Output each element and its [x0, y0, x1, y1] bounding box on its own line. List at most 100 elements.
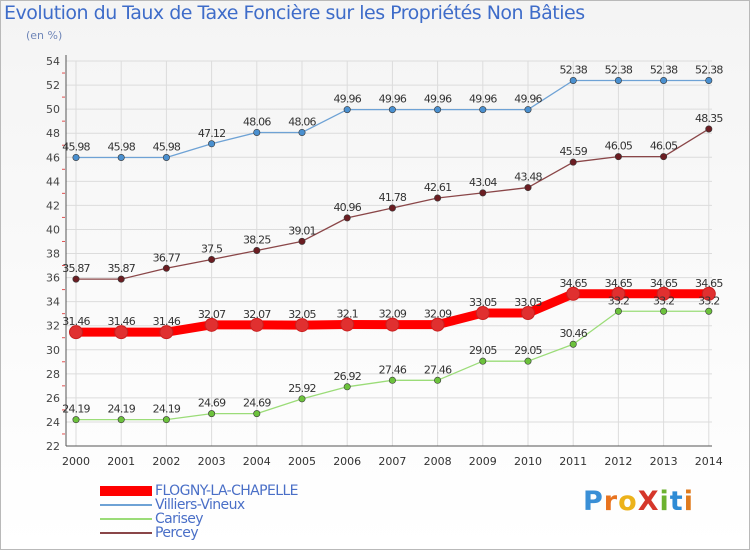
data-point — [611, 286, 626, 301]
data-label: 42.61 — [424, 181, 452, 194]
data-point — [298, 237, 306, 245]
x-tick-label: 2008 — [424, 455, 452, 468]
data-point — [162, 264, 170, 272]
data-label: 45.98 — [62, 140, 90, 153]
data-label: 40.96 — [333, 201, 361, 214]
data-label: 31.46 — [153, 315, 181, 328]
data-point — [705, 125, 713, 133]
data-point — [117, 416, 125, 424]
data-label: 47.12 — [198, 127, 226, 140]
data-point — [72, 275, 80, 283]
x-tick-label: 2004 — [243, 455, 271, 468]
data-label: 36.77 — [153, 251, 181, 264]
data-point — [660, 307, 668, 315]
data-point — [569, 76, 577, 84]
data-point — [524, 106, 532, 114]
logo-letter: i — [659, 486, 670, 517]
series-lines — [69, 76, 716, 424]
legend-label: Carisey — [155, 511, 204, 527]
data-label: 33.2 — [608, 294, 629, 307]
data-point — [343, 106, 351, 114]
y-tick-label: 36 — [46, 272, 60, 285]
logo-letter: X — [637, 486, 660, 517]
data-label: 52.38 — [559, 63, 587, 76]
x-tick-label: 2005 — [288, 455, 316, 468]
y-tick-label: 52 — [46, 79, 60, 92]
data-point — [569, 340, 577, 348]
data-label: 29.05 — [469, 344, 497, 357]
data-point — [388, 106, 396, 114]
data-label: 45.59 — [559, 145, 587, 158]
data-label: 32.07 — [198, 308, 226, 321]
data-point — [253, 128, 261, 136]
data-label: 46.05 — [650, 140, 678, 153]
data-point — [388, 376, 396, 384]
x-tick-label: 2002 — [152, 455, 180, 468]
data-point — [208, 410, 216, 418]
data-point — [117, 153, 125, 161]
data-label: 38.25 — [243, 233, 271, 246]
data-labels: 31.46 31.46 31.46 32.07 32.07 32.05 32.1 32.09 3… — [62, 63, 724, 416]
chart-title: Evolution du Taux de Taxe Foncière sur l… — [4, 2, 585, 24]
data-point — [204, 317, 219, 332]
data-point — [253, 410, 261, 418]
data-point — [343, 383, 351, 391]
legend-swatch — [100, 504, 152, 506]
data-point — [385, 317, 400, 332]
data-point — [566, 286, 581, 301]
x-tick-label: 2007 — [378, 455, 406, 468]
data-point — [298, 395, 306, 403]
legend-swatch — [100, 532, 152, 534]
legend-swatch — [100, 518, 152, 520]
data-point — [298, 128, 306, 136]
data-label: 45.98 — [107, 140, 135, 153]
data-label: 32.05 — [288, 308, 316, 321]
data-point — [479, 189, 487, 197]
legend-swatch — [100, 486, 152, 496]
x-tick-label: 2013 — [650, 455, 678, 468]
proxiti-logo: ProXiti — [583, 486, 694, 517]
y-tick-label: 54 — [46, 55, 60, 68]
data-point — [208, 140, 216, 148]
data-label: 30.46 — [559, 327, 587, 340]
data-point — [117, 275, 125, 283]
legend-label: Villiers-Vineux — [155, 497, 245, 513]
data-point — [340, 317, 355, 332]
y-tick-label: 22 — [46, 440, 60, 453]
data-point — [434, 376, 442, 384]
data-point — [72, 416, 80, 424]
data-label: 43.04 — [469, 176, 497, 189]
grid — [66, 60, 712, 447]
x-tick-label: 2010 — [514, 455, 542, 468]
data-point — [660, 153, 668, 161]
logo-letter: o — [618, 486, 638, 517]
x-tick-label: 2009 — [469, 455, 497, 468]
data-point — [524, 184, 532, 192]
data-label: 35.87 — [62, 262, 90, 275]
data-label: 24.69 — [198, 397, 226, 410]
data-label: 32.07 — [243, 308, 271, 321]
data-label: 52.38 — [695, 63, 723, 76]
data-point — [569, 158, 577, 166]
x-tick-label: 2014 — [695, 455, 723, 468]
data-label: 24.19 — [107, 403, 135, 416]
data-label: 24.19 — [153, 403, 181, 416]
data-label: 46.05 — [605, 140, 633, 153]
unit-label: (en %) — [26, 29, 63, 42]
y-tick-label: 48 — [46, 127, 60, 140]
data-label: 39.01 — [288, 224, 316, 237]
data-label: 34.65 — [650, 277, 678, 290]
data-point — [475, 306, 490, 321]
data-point — [656, 286, 671, 301]
data-label: 24.19 — [62, 403, 90, 416]
data-label: 33.05 — [469, 296, 497, 309]
data-label: 31.46 — [107, 315, 135, 328]
legend-label: FLOGNY-LA-CHAPELLE — [155, 483, 299, 499]
data-label: 45.98 — [153, 140, 181, 153]
y-tick-label: 42 — [46, 199, 60, 212]
data-point — [614, 153, 622, 161]
data-label: 48.35 — [695, 112, 723, 125]
x-tick-label: 2003 — [198, 455, 226, 468]
data-point — [249, 317, 264, 332]
y-tick-label: 30 — [46, 344, 60, 357]
